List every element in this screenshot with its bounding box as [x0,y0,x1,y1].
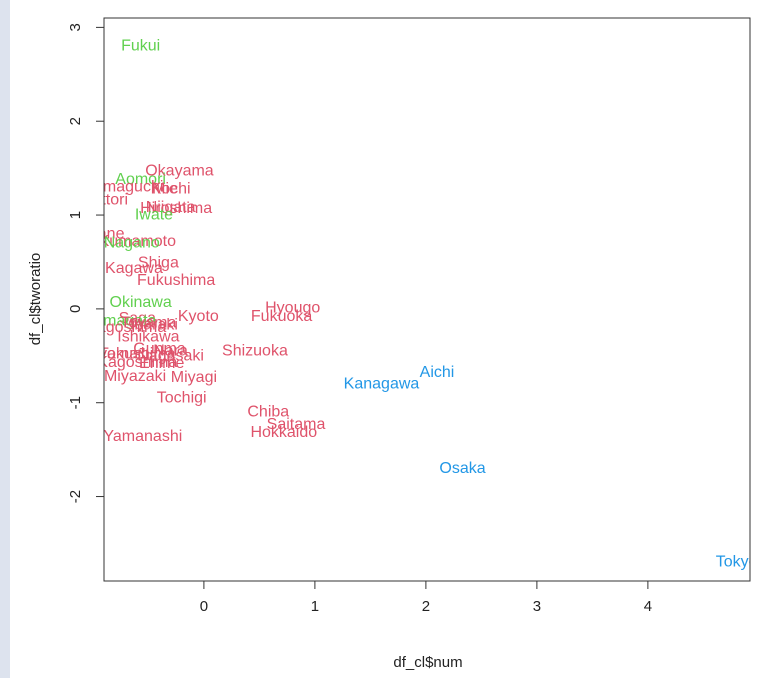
point-label-42: Yamanashi [103,428,182,445]
y-tick-label-0: -2 [67,490,84,503]
point-label-2: Aomori [115,171,166,188]
point-label-6: Tottori [84,192,128,209]
point-label-36: Aichi [420,364,455,381]
point-label-43: Osaka [439,460,485,477]
point-label-15: Fukushima [137,272,215,289]
point-label-37: Kanagawa [344,375,420,392]
point-label-41: Hokkaido [250,424,317,441]
y-tick-label-1: -1 [67,396,84,409]
point-label-27: Gunma [133,341,186,358]
x-tick-label-2: 2 [422,598,430,615]
y-axis-label: df_cl$tworatio [27,253,44,346]
point-label-26: Shizuoka [222,343,288,360]
point-label-0: Fukui [121,38,160,55]
x-tick-label-4: 4 [644,598,652,615]
y-tick-label-2: 0 [67,305,84,313]
y-tick-label-4: 2 [67,117,84,125]
x-tick-label-0: 0 [200,598,208,615]
chart-panel: Fukui Okayama Aomori Yamaguchi Mie Kochi Totto… [10,0,772,678]
y-axis: -2 -1 0 1 2 3 [67,23,105,503]
point-label-9: Iwate [135,207,173,224]
point-label-13: Shiga [138,254,179,271]
point-label-40: Saitama [267,416,326,433]
point-label-22: Toyama [120,314,176,331]
point-label-3: Yamaguchi [85,178,164,195]
point-label-29: Wakayama [59,345,139,362]
point-label-19: Saga [119,310,156,327]
plot-frame [103,17,751,582]
point-label-12: Nagano [104,235,160,252]
point-label-14: Kagawa [105,260,163,277]
point-label-34: Miyazaki [104,368,166,385]
point-label-38: Tochigi [157,390,207,407]
x-tick-label-3: 3 [533,598,541,615]
y-tick-label-3: 1 [67,211,84,219]
point-label-23: Ibaraki [130,316,178,333]
point-label-28: Nara [153,343,188,360]
point-label-11: Kumamoto [99,233,176,250]
point-label-4: Mie [152,180,178,197]
x-tick-label-1: 1 [311,598,319,615]
point-label-8: Hiroshima [140,200,212,217]
point-label-1: Okayama [145,162,214,179]
point-label-24: Kagoshima [86,319,166,336]
point-label-7: Niigata [146,199,196,216]
point-label-39: Chiba [247,404,289,421]
point-label-33: Ehime [139,355,184,372]
point-label-30: Tokushima [99,345,176,362]
point-label-16: Okinawa [110,294,172,311]
point-label-35: Miyagi [171,369,217,386]
point-label-18: Kyoto [178,308,219,325]
x-axis: 0 1 2 3 4 [200,580,652,615]
x-axis-label: df_cl$num [393,654,462,671]
point-label-32: Kagoshima [97,354,177,371]
point-label-10: Shimane [61,225,124,242]
point-label-44: Tokyo [716,554,758,571]
point-label-20: Fukuoka [251,308,312,325]
point-label-21: Yamagata [85,313,157,330]
point-label-31: Nagasaki [137,347,204,364]
y-tick-label-5: 3 [67,23,84,31]
point-label-17: Hyougo [265,299,320,316]
point-label-5: Kochi [151,180,191,197]
point-label-25: Ishikawa [117,329,179,346]
